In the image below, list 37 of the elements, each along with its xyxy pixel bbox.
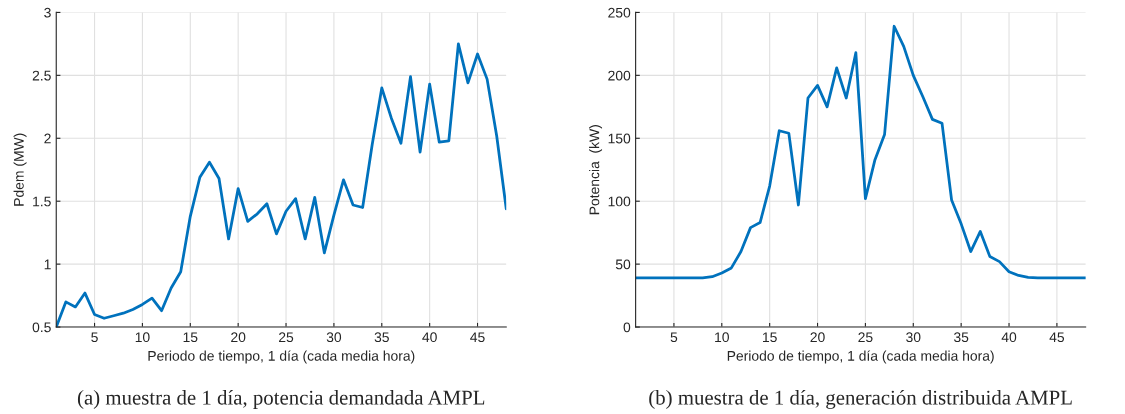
x-axis-title: Periodo de tiempo, 1 día (cada media hora) bbox=[727, 350, 994, 364]
x-tick-label: 15 bbox=[763, 332, 777, 343]
y-tick-label: 1.5 bbox=[33, 196, 51, 207]
x-axis-title: Periodo de tiempo, 1 día (cada media hora) bbox=[148, 350, 415, 364]
x-tick-label: 40 bbox=[422, 332, 437, 343]
x-tick-label: 5 bbox=[91, 332, 98, 343]
y-tick-label: 150 bbox=[608, 133, 631, 144]
line-series bbox=[635, 24, 1086, 280]
x-tick-label: 10 bbox=[135, 332, 150, 343]
x-tick-label: 30 bbox=[326, 332, 342, 343]
y-tick-label: 250 bbox=[608, 7, 631, 18]
x-tick-label: 20 bbox=[810, 332, 825, 343]
y-tick-label: 0.5 bbox=[32, 322, 51, 333]
y-tick-label: 2 bbox=[44, 133, 51, 144]
x-tick-label: 25 bbox=[279, 332, 294, 343]
x-tick-label: 35 bbox=[953, 332, 969, 343]
y-tick-label: 200 bbox=[608, 70, 631, 81]
text: (a) muestra de 1 día, potencia demandada AMPL bbox=[77, 389, 485, 409]
x-tick-label: 15 bbox=[183, 332, 198, 343]
x-tick-label: 30 bbox=[906, 332, 921, 343]
x-tick-label: 40 bbox=[1001, 332, 1017, 343]
y-tick-label: 3 bbox=[44, 7, 51, 18]
x-tick-label: 5 bbox=[670, 332, 678, 343]
y-tick-label: 0 bbox=[623, 322, 631, 333]
x-tick-label: 25 bbox=[858, 332, 873, 343]
text: (b) muestra de 1 día, generación distribuida AMPL bbox=[649, 389, 1072, 409]
y-tick-label: 2.5 bbox=[32, 70, 51, 81]
y-tick-label: 100 bbox=[608, 196, 631, 207]
y-axis-title: Potencia (kW) bbox=[589, 125, 603, 215]
x-tick-label: 20 bbox=[231, 332, 246, 343]
y-axis-title: Pdem (MW) bbox=[13, 133, 27, 206]
x-tick-label: 45 bbox=[470, 332, 485, 343]
x-tick-label: 10 bbox=[715, 332, 729, 343]
x-tick-label: 45 bbox=[1049, 332, 1065, 343]
x-tick-label: 35 bbox=[374, 332, 389, 343]
y-tick-label: 1 bbox=[44, 259, 51, 270]
y-tick-label: 50 bbox=[615, 259, 631, 270]
